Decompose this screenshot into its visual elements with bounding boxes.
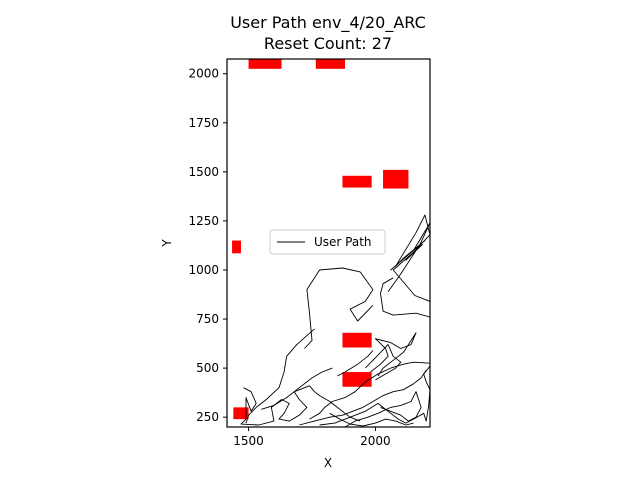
y-tick-label: 1250 [188,214,219,228]
user-path-segment-11 [337,350,374,377]
user-path-segment-5 [245,328,315,424]
legend-label-user-path: User Path [314,235,372,249]
user-path-segment-3 [304,267,361,349]
x-axis-ticks: 1500 2000 [233,427,391,448]
chart-title-line2: Reset Count: 27 [264,34,392,53]
obstacle-rect-1 [248,59,282,69]
user-path-segment-15 [261,367,333,410]
y-tick-label: 500 [196,361,219,375]
user-path-segment-1 [387,214,430,302]
legend: User Path [269,229,386,255]
y-axis-label: Y [160,239,174,248]
x-tick-label: 1500 [233,434,264,448]
chart-title-line1: User Path env_4/20_ARC [230,13,426,33]
user-path-segment-9 [319,365,430,426]
x-tick-label: 2000 [360,434,391,448]
y-tick-label: 1750 [188,116,219,130]
y-tick-label: 1500 [188,165,219,179]
user-path-segment-2 [380,277,430,318]
x-axis-label: X [324,456,332,470]
obstacle-rect-8 [233,407,249,420]
user-path-segment-14 [299,369,427,426]
user-path-segment-6 [240,385,361,426]
obstacles-layer [232,59,409,420]
obstacle-rect-5 [232,240,241,254]
user-path-segment-4 [349,271,374,322]
obstacle-rect-6 [342,332,372,348]
obstacle-rect-4 [383,169,409,189]
user-path-segment-8 [370,332,417,377]
user-path-segment-10 [344,391,422,427]
plot-area [232,59,430,427]
obstacle-rect-7 [342,372,372,387]
user-path-segment-7 [309,361,430,420]
user-path-segment-13 [329,412,414,427]
y-tick-label: 2000 [188,67,219,81]
obstacle-rect-2 [315,59,345,69]
y-tick-label: 750 [196,312,219,326]
y-tick-label: 250 [196,410,219,424]
y-axis-ticks: 250 500 750 1000 1250 1500 1750 2000 [188,67,227,424]
legend-box [269,229,386,255]
y-tick-label: 1000 [188,263,219,277]
plot-frame [226,58,431,428]
obstacle-rect-3 [342,175,372,188]
user-path-segment-12 [364,344,402,381]
user-path-layer [240,214,430,427]
